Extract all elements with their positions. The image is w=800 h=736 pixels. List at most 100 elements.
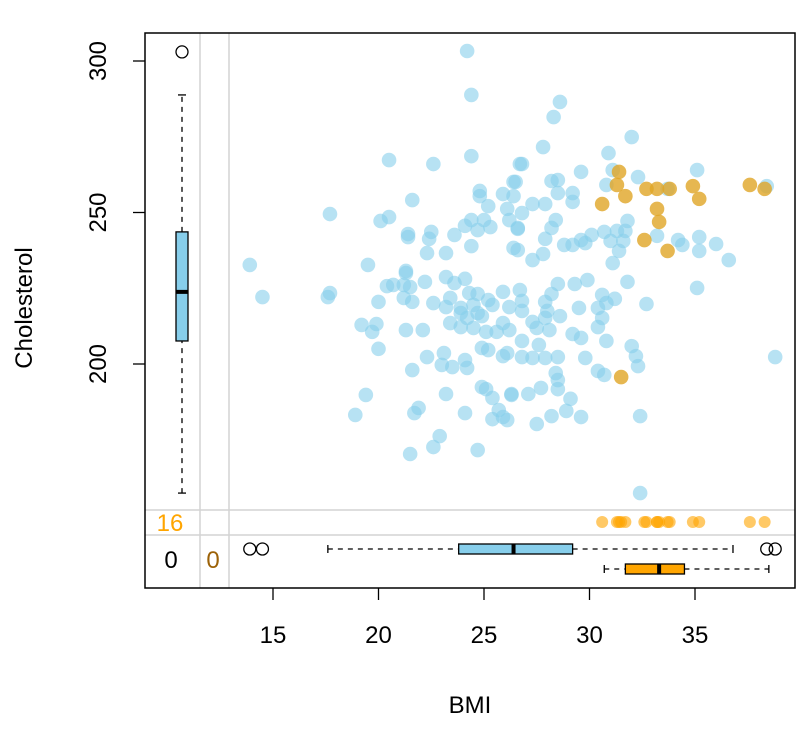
- missing-cholesterol-mark: [743, 516, 756, 528]
- missing-count-both: 0: [164, 547, 177, 574]
- point-observed: [381, 152, 397, 168]
- point-observed: [255, 289, 270, 305]
- point-observed: [419, 245, 435, 261]
- missing-cholesterol-mark: [653, 516, 666, 528]
- point-observed: [472, 188, 488, 204]
- point-observed: [457, 271, 473, 287]
- bmi-boxplot-outlier: [760, 542, 774, 556]
- point-imputed: [660, 243, 675, 259]
- point-observed: [407, 405, 422, 421]
- point-observed: [565, 194, 580, 210]
- bmi-boxplot-outlier: [243, 542, 257, 556]
- missing-cholesterol-mark: [638, 516, 651, 528]
- point-observed: [632, 408, 648, 424]
- boxplots: [175, 45, 782, 575]
- point-observed: [426, 295, 441, 311]
- point-observed: [438, 386, 454, 402]
- y-tick-label: 250: [85, 192, 112, 232]
- point-observed: [464, 87, 479, 103]
- point-imputed: [637, 232, 652, 248]
- point-observed: [502, 299, 517, 315]
- point-imputed: [649, 201, 665, 217]
- point-observed: [417, 274, 433, 290]
- point-observed: [404, 294, 420, 310]
- point-observed: [514, 303, 530, 319]
- point-observed: [632, 485, 648, 501]
- bmi-missing-boxplot-box: [624, 563, 686, 575]
- point-observed: [525, 196, 540, 212]
- point-observed: [499, 345, 515, 361]
- missing-count-bmi: 0: [206, 547, 219, 574]
- point-observed: [630, 358, 646, 374]
- point-observed: [531, 337, 547, 353]
- point-observed: [364, 324, 380, 340]
- point-observed: [544, 220, 559, 236]
- cholesterol-boxplot-box: [175, 231, 189, 342]
- y-tick-label: 300: [85, 41, 112, 81]
- missing-cholesterol-mark: [596, 516, 609, 528]
- point-imputed: [742, 177, 758, 193]
- point-observed: [573, 164, 589, 180]
- point-observed: [499, 201, 515, 217]
- point-observed: [508, 174, 523, 190]
- point-observed: [464, 238, 479, 254]
- plot-frame: [144, 32, 796, 589]
- bmi-boxplot-outlier: [768, 542, 782, 556]
- x-tick-label: 25: [471, 622, 498, 649]
- point-observed: [426, 156, 441, 172]
- point-observed: [550, 349, 566, 365]
- point-imputed: [609, 177, 625, 193]
- point-imputed: [691, 191, 707, 207]
- point-observed: [485, 390, 500, 406]
- point-observed: [438, 299, 454, 315]
- point-observed: [689, 162, 705, 178]
- point-observed: [478, 324, 494, 340]
- point-observed: [514, 349, 530, 365]
- point-imputed: [611, 164, 627, 180]
- axes: 15 20 25 30 35 200 250 300: [85, 41, 708, 649]
- point-observed: [402, 279, 418, 295]
- point-observed: [358, 387, 374, 403]
- point-observed: [459, 360, 475, 376]
- point-observed: [546, 109, 561, 125]
- point-observed: [466, 320, 481, 336]
- point-observed: [573, 409, 589, 425]
- point-observed: [514, 293, 530, 309]
- point-observed: [550, 185, 566, 201]
- point-observed: [514, 333, 530, 349]
- x-tick-label: 30: [576, 622, 603, 649]
- point-imputed: [662, 181, 677, 197]
- point-observed: [514, 205, 530, 221]
- x-axis-label: BMI: [449, 692, 492, 719]
- point-observed: [371, 294, 386, 310]
- point-observed: [347, 407, 363, 423]
- point-observed: [415, 322, 431, 338]
- point-observed: [544, 408, 559, 424]
- point-observed: [577, 235, 593, 251]
- point-observed: [512, 282, 528, 298]
- point-observed: [459, 43, 475, 59]
- point-observed: [649, 228, 665, 244]
- point-observed: [322, 285, 338, 301]
- point-observed: [529, 320, 545, 336]
- point-observed: [521, 386, 536, 402]
- point-observed: [457, 218, 473, 234]
- point-observed: [510, 220, 526, 236]
- point-imputed: [618, 188, 633, 204]
- point-observed: [550, 172, 566, 188]
- point-observed: [603, 233, 618, 249]
- point-observed: [599, 333, 614, 349]
- point-observed: [400, 229, 416, 245]
- point-observed: [573, 330, 589, 346]
- bmi-boxplot-outlier: [255, 542, 270, 556]
- point-observed: [533, 380, 549, 396]
- point-observed: [464, 148, 479, 164]
- point-observed: [426, 439, 441, 455]
- point-observed: [590, 319, 606, 335]
- x-tick-label: 35: [682, 622, 709, 649]
- point-observed: [599, 177, 614, 193]
- point-observed: [432, 428, 447, 444]
- point-observed: [495, 284, 511, 300]
- point-observed: [242, 257, 258, 273]
